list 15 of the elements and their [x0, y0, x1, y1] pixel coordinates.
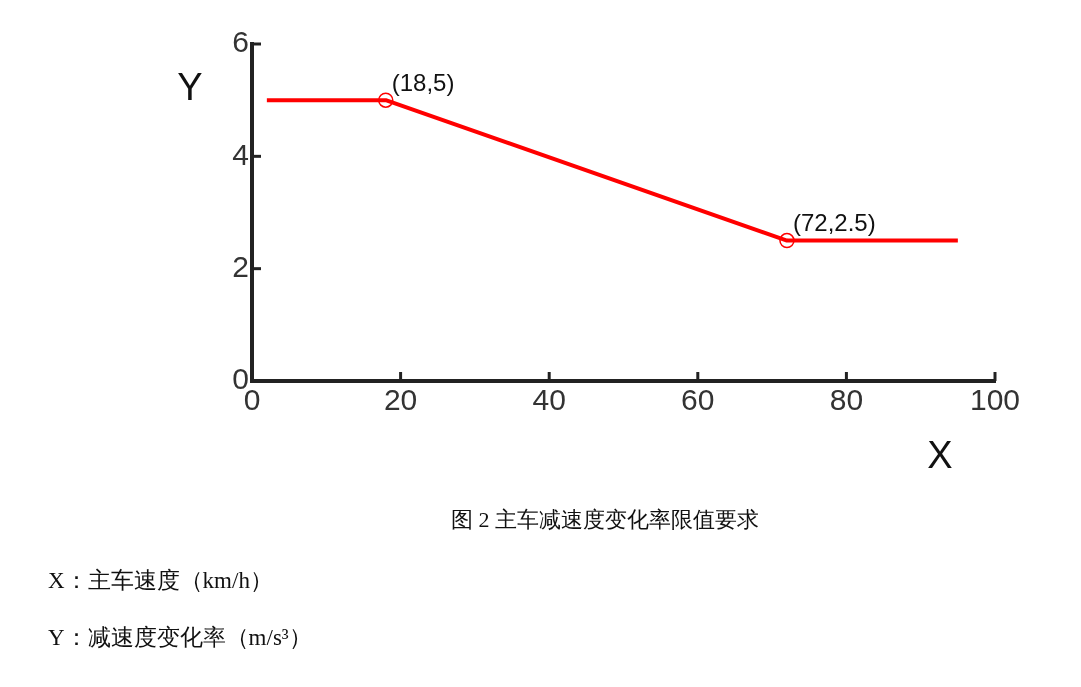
y-axis-title: Y — [177, 66, 203, 109]
annotation: (18,5) — [391, 68, 455, 96]
x-tick-label: 40 — [532, 383, 566, 417]
y-tick-label: 4 — [232, 137, 249, 171]
text: X：主车速度（km/h） — [48, 567, 273, 595]
x-axis-title: X — [927, 434, 953, 477]
text: Y：减速度变化率（m/s³） — [48, 624, 312, 652]
caption: 图 2 主车减速度变化率限值要求 — [450, 506, 760, 534]
x-tick-label: 80 — [829, 383, 864, 417]
y-tick-label: 2 — [232, 249, 249, 283]
y-tick-label: 6 — [232, 25, 249, 59]
x-tick-label: 60 — [681, 383, 715, 417]
annotation: (72,2.5) — [792, 209, 876, 237]
x-tick-label: 100 — [969, 383, 1021, 417]
x-tick-label: 20 — [383, 383, 418, 417]
